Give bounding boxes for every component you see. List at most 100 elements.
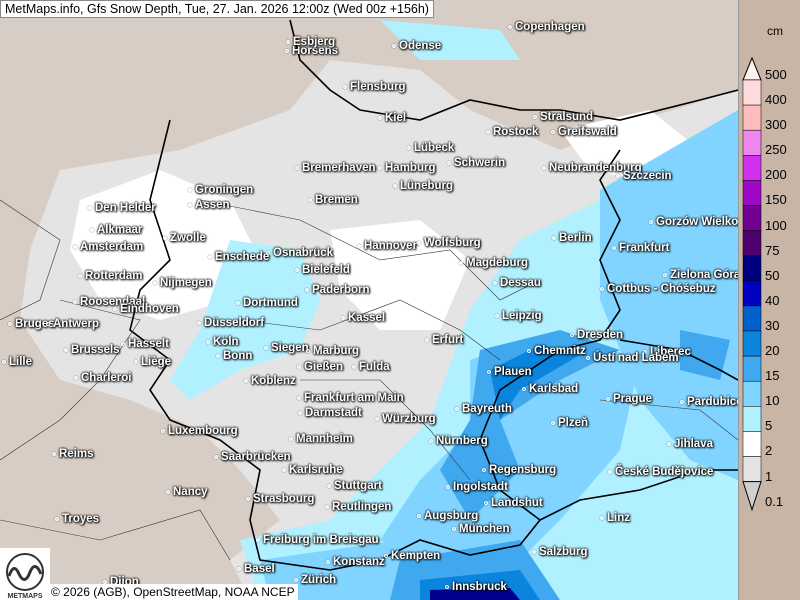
city-name: Frankfurt xyxy=(619,242,670,254)
city-name: Bielefeld xyxy=(302,264,350,276)
city-marker-icon xyxy=(64,347,68,352)
snow-depth-map[interactable]: Horsens Copenhagen Esbjerg Odense Flensburg K… xyxy=(0,0,738,600)
city-name: Salzburg xyxy=(539,546,588,558)
city-marker-icon xyxy=(378,165,382,170)
legend-tick-label: 75 xyxy=(765,242,780,258)
city-name: Troyes xyxy=(62,513,100,525)
legend-tick-label: 5 xyxy=(765,418,773,434)
city-marker-icon xyxy=(486,129,490,134)
city-name: Nürnberg xyxy=(436,435,488,447)
city-marker-icon xyxy=(493,280,497,285)
city-label: Plauen xyxy=(487,366,532,378)
snow-area-10cm xyxy=(390,330,730,600)
city-marker-icon xyxy=(103,579,107,584)
city-name: Alkmaar xyxy=(97,224,143,236)
city-marker-icon xyxy=(680,399,684,404)
city-marker-icon xyxy=(600,286,604,291)
city-label: Konstanz xyxy=(326,556,385,568)
city-label: Gießen xyxy=(297,361,343,373)
city-name: Gießen xyxy=(304,361,343,373)
city-name: Marburg xyxy=(313,345,359,357)
city-name: Gorzów Wielkopolski xyxy=(656,216,738,228)
city-name: Karlsruhe xyxy=(289,464,343,476)
city-label: Liège xyxy=(134,356,171,368)
city-marker-icon xyxy=(551,129,555,134)
snow-depth-fields xyxy=(0,19,738,600)
city-name: Hasselt xyxy=(128,338,169,350)
city-label: Hamburg xyxy=(378,162,435,174)
city-label: Köln xyxy=(206,336,239,348)
city-marker-icon xyxy=(551,420,555,425)
legend-swatch xyxy=(742,79,762,106)
city-label: Odense xyxy=(392,40,441,52)
city-label: Landshut xyxy=(484,497,543,509)
city-marker-icon xyxy=(246,496,250,501)
city-name: Bruges xyxy=(15,318,55,330)
city-name: Greifswald xyxy=(558,126,617,138)
legend-swatch xyxy=(742,129,762,156)
city-name: Amsterdam xyxy=(80,241,144,253)
city-marker-icon xyxy=(88,205,92,210)
city-name: Saarbrücken xyxy=(221,451,291,463)
city-label: Düsseldorf xyxy=(197,317,264,329)
city-marker-icon xyxy=(484,500,488,505)
city-name: Neubrandenburg xyxy=(549,162,642,174)
city-name: Zielona Góra xyxy=(670,269,738,281)
legend-max-arrow xyxy=(742,56,762,81)
city-name: Liège xyxy=(141,356,172,368)
legend-swatch xyxy=(742,456,762,482)
city-label: München xyxy=(452,523,509,535)
city-name: Roosendaal xyxy=(80,296,146,308)
city-marker-icon xyxy=(392,43,396,48)
city-name: Wolfsburg xyxy=(424,237,481,249)
city-marker-icon xyxy=(425,337,429,342)
color-legend: cm 500 400 300 250 200 150 100 75 50 40 30 20 15 10 5 2… xyxy=(738,0,800,600)
city-label: Copenhagen xyxy=(508,21,585,33)
city-marker-icon xyxy=(206,339,210,344)
city-name: Plzeň xyxy=(558,417,589,429)
city-name: Groningen xyxy=(195,184,254,196)
city-name: Cottbus - Chóśebuz xyxy=(607,283,716,295)
city-label: Kassel xyxy=(341,312,385,324)
city-label: Leipzig xyxy=(495,310,542,322)
legend-tick-label: 500 xyxy=(765,66,787,82)
city-marker-icon xyxy=(393,183,397,188)
city-name: Rotterdam xyxy=(85,270,143,282)
city-name: Prague xyxy=(613,393,652,405)
city-marker-icon xyxy=(667,441,671,446)
city-name: Bremen xyxy=(315,194,358,206)
city-name: Odense xyxy=(399,40,442,52)
city-label: Frankfurt xyxy=(612,242,669,254)
city-label: Lübeck xyxy=(407,142,454,154)
city-marker-icon xyxy=(46,321,50,326)
city-marker-icon xyxy=(2,359,6,364)
city-label: Roosendaal xyxy=(73,296,145,308)
city-label: Bremen xyxy=(308,194,358,206)
city-name: Zwolle xyxy=(170,232,206,244)
city-name: Luxembourg xyxy=(168,425,238,437)
city-marker-icon xyxy=(352,364,356,369)
city-label: Paderborn xyxy=(305,284,370,296)
city-label: Liberec xyxy=(643,346,691,358)
city-marker-icon xyxy=(74,375,78,380)
city-name: Dortmund xyxy=(243,297,298,309)
legend-swatch xyxy=(742,280,762,307)
city-marker-icon xyxy=(417,513,421,518)
city-name: Szczecin xyxy=(623,170,672,182)
city-name: Dessau xyxy=(500,277,541,289)
city-marker-icon xyxy=(161,428,165,433)
city-label: Hannover xyxy=(357,240,417,252)
legend-swatch xyxy=(742,205,762,231)
legend-tick-label: 10 xyxy=(765,393,780,409)
metmaps-logo[interactable]: METMAPS xyxy=(0,548,50,600)
city-marker-icon xyxy=(326,559,330,564)
city-label: Hasselt xyxy=(121,338,169,350)
city-marker-icon xyxy=(482,467,486,472)
legend-tick-label: 50 xyxy=(765,267,780,283)
city-name: Osnabrück xyxy=(273,247,334,259)
city-name: München xyxy=(459,523,510,535)
city-marker-icon xyxy=(643,349,647,354)
city-marker-icon xyxy=(285,48,289,53)
city-label: Groningen xyxy=(188,184,253,196)
city-label: Kempten xyxy=(384,550,440,562)
